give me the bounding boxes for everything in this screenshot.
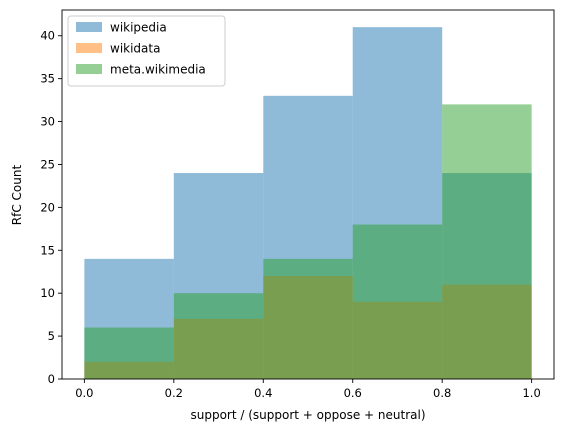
x-tick-label: 1.0 xyxy=(522,386,540,400)
y-tick-label: 25 xyxy=(40,157,55,171)
legend-swatch-meta-wikimedia xyxy=(76,64,102,74)
plot-frame xyxy=(61,9,555,380)
x-tick-label: 0.6 xyxy=(344,386,362,400)
legend-label-meta-wikimedia: meta.wikimedia xyxy=(110,63,206,77)
bar-meta-wikimedia-3 xyxy=(352,224,443,379)
x-tick-label: 0.2 xyxy=(165,386,183,400)
x-tick-label: 0.0 xyxy=(75,386,93,400)
y-tick-label: 10 xyxy=(40,286,55,300)
x-tick-label: 0.8 xyxy=(433,386,451,400)
y-tick-label: 35 xyxy=(40,72,55,86)
bar-meta-wikimedia-1 xyxy=(173,293,264,379)
x-axis-label: support / (support + oppose + neutral) xyxy=(190,408,425,422)
y-tick-label: 15 xyxy=(40,243,55,257)
legend-swatch-wikidata xyxy=(76,43,102,53)
bars-layer xyxy=(84,27,532,380)
bar-meta-wikimedia-0 xyxy=(84,327,174,379)
legend-frame xyxy=(67,15,226,87)
y-tick-label: 5 xyxy=(48,329,55,343)
legend-label-wikidata: wikidata xyxy=(110,42,160,56)
y-tick-label: 20 xyxy=(40,200,55,214)
legend: wikipedia wikidata meta.wikimedia xyxy=(67,15,226,87)
legend-swatch-wikipedia xyxy=(76,22,102,32)
y-tick-label: 30 xyxy=(40,115,55,129)
bar-meta-wikimedia-2 xyxy=(263,258,353,379)
x-axis-ticks: 0.0 0.2 0.4 0.6 0.8 1.0 xyxy=(75,379,541,400)
y-axis-ticks: 0 5 10 15 20 25 30 35 40 xyxy=(40,29,62,386)
bar-meta-wikimedia-4 xyxy=(442,104,532,379)
y-tick-label: 40 xyxy=(40,29,55,43)
y-axis-label: RfC Count xyxy=(10,165,24,226)
x-tick-label: 0.4 xyxy=(254,386,272,400)
y-tick-label: 0 xyxy=(48,372,55,386)
legend-label-wikipedia: wikipedia xyxy=(110,21,167,35)
